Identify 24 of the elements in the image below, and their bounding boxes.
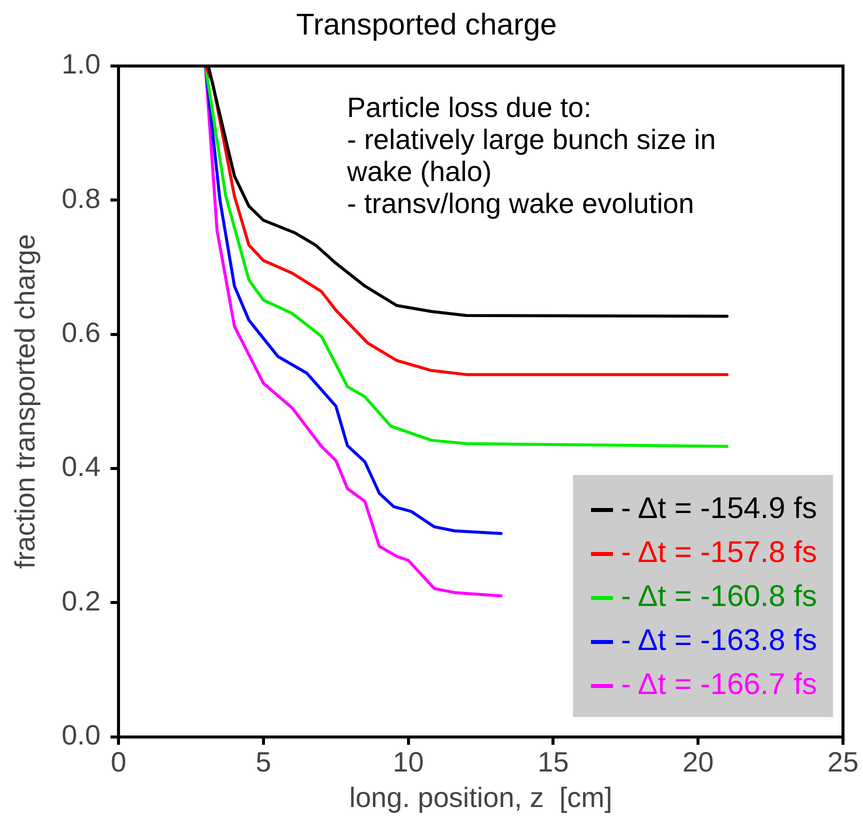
annotation: wake (halo)	[346, 156, 492, 187]
y-tick-label: 0.6	[62, 317, 101, 348]
y-tick-label: 1.0	[62, 48, 101, 80]
x-tick-label: 10	[392, 746, 424, 778]
y-tick-label: 0.4	[62, 451, 101, 482]
legend-label: - Δt = -157.8 fs	[621, 536, 817, 569]
y-axis-title: fraction transported charge	[10, 234, 41, 569]
x-tick-label: 5	[256, 746, 272, 778]
legend-label: - Δt = -163.8 fs	[621, 624, 817, 657]
x-tick-label: 25	[827, 746, 859, 778]
y-tick-label: 0.2	[62, 585, 101, 616]
y-tick-label: 0.0	[62, 720, 101, 751]
y-tick-label: 0.8	[62, 182, 101, 214]
chart-title: Transported charge	[296, 8, 557, 42]
legend-label: - Δt = -166.7 fs	[621, 668, 817, 701]
legend-label: - Δt = -154.9 fs	[621, 492, 817, 525]
annotation: Particle loss due to:	[347, 92, 592, 123]
x-axis-title: long. position, z [cm]	[349, 782, 612, 813]
x-tick-label: 15	[538, 746, 569, 778]
x-tick-label: 20	[682, 746, 714, 778]
annotation: - relatively large bunch size in	[347, 124, 716, 155]
x-tick-label: 0	[110, 746, 126, 778]
legend-label: - Δt = -160.8 fs	[621, 580, 817, 613]
annotation: - transv/long wake evolution	[347, 188, 694, 219]
